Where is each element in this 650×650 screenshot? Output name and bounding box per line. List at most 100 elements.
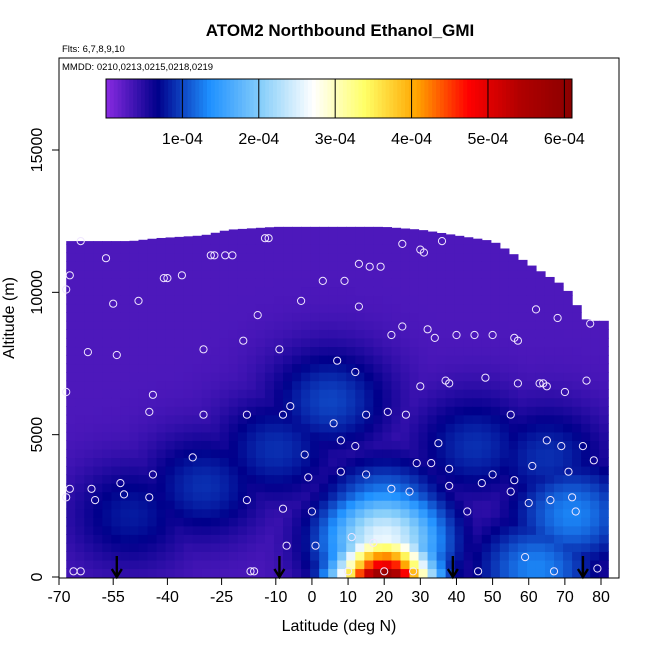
heatmap-cell [174,261,185,271]
flight-point [246,567,255,576]
heatmap-cell [165,457,176,467]
heatmap-cell [427,397,438,407]
heatmap-cell [93,252,103,262]
heatmap-cell [526,380,537,390]
heatmap-cell [572,354,582,365]
heatmap-cell [228,406,239,416]
heatmap-cell [427,568,438,578]
heatmap-cell [364,312,374,322]
heatmap-cell [84,320,94,330]
heatmap-cell [129,240,140,245]
heatmap-cell [337,320,347,330]
heatmap-cell [400,423,411,433]
heatmap-cell [201,380,212,390]
heatmap-cell [427,243,438,254]
flight-point [65,484,74,493]
heatmap-cell [93,559,103,570]
flight-point [76,237,85,246]
heatmap-cell [264,380,275,390]
heatmap-cell [472,312,483,322]
heatmap-cell [554,559,564,570]
heatmap-cell [382,243,393,254]
heatmap-cell [165,500,176,510]
heatmap-cell [319,465,329,476]
heatmap-cell [599,483,609,493]
heatmap-cell [328,252,338,262]
heatmap-cell [111,542,122,552]
heatmap-cell [156,329,167,339]
colorbar-segment [280,79,286,118]
heatmap-cell [517,303,528,313]
heatmap-cell [400,525,411,535]
heatmap-cell [499,397,510,407]
colorbar-segment [525,79,530,118]
colorbar-segment [548,79,554,118]
heatmap-cell [454,559,465,570]
heatmap-cell [66,329,76,339]
heatmap-cell [454,329,465,339]
heatmap-cell [301,448,311,459]
heatmap-cell [581,508,591,518]
heatmap-cell [210,232,221,236]
heatmap-cell [508,483,519,493]
heatmap-cell [93,525,103,535]
flight-point [65,271,74,280]
heatmap-cell [391,286,402,296]
heatmap-cell [246,474,257,484]
heatmap-cell [337,406,347,416]
heatmap-cell [84,491,94,501]
heatmap-cell [292,286,302,296]
heatmap-cell [328,483,338,493]
heatmap-cell [273,431,284,441]
heatmap-cell [346,380,356,390]
heatmap-cell [129,457,140,467]
heatmap-cell [129,312,140,322]
heatmap-cell [237,474,248,484]
heatmap-cell [328,320,338,330]
colorbar-segment [265,79,270,118]
heatmap-cell [544,568,555,578]
heatmap-cell [237,243,248,254]
heatmap-cell [508,337,519,348]
heatmap-cell [237,542,248,552]
heatmap-cell [283,243,293,254]
heatmap-cell [355,329,365,339]
heatmap-cell [427,329,438,339]
heatmap-cell [156,243,167,254]
heatmap-cell [590,542,600,552]
heatmap-cell [400,534,411,544]
heatmap-cell [337,286,347,296]
heatmap-cell [328,559,338,570]
heatmap-cell [246,551,257,561]
heatmap-cell [554,500,564,510]
heatmap-cell [237,465,248,476]
heatmap-cell [255,354,266,365]
flight-point [336,436,345,445]
heatmap-cell [310,423,320,433]
heatmap-cell [237,261,248,271]
heatmap-cell [111,534,122,544]
heatmap-cell [463,354,474,365]
heatmap-cell [346,414,356,424]
heatmap-cell [102,372,112,382]
heatmap-cell [246,389,257,399]
heatmap-cell [228,397,239,407]
heatmap-cell [66,389,76,399]
heatmap-cell [301,457,311,467]
heatmap-cell [382,389,393,399]
heatmap-cell [382,346,393,356]
heatmap-cell [472,483,483,493]
y-tick-label: 15000 [29,128,46,173]
heatmap-cell [355,226,365,236]
heatmap-cell [201,312,212,322]
heatmap-cell [463,525,474,535]
heatmap-cell [165,329,176,339]
heatmap-cell [445,252,456,262]
heatmap-cell [310,312,320,322]
heatmap-cell [301,389,311,399]
heatmap-cell [535,542,546,552]
heatmap-cell [129,474,140,484]
heatmap-cell [156,295,167,305]
heatmap-cell [382,372,393,382]
heatmap-cell [174,372,185,382]
